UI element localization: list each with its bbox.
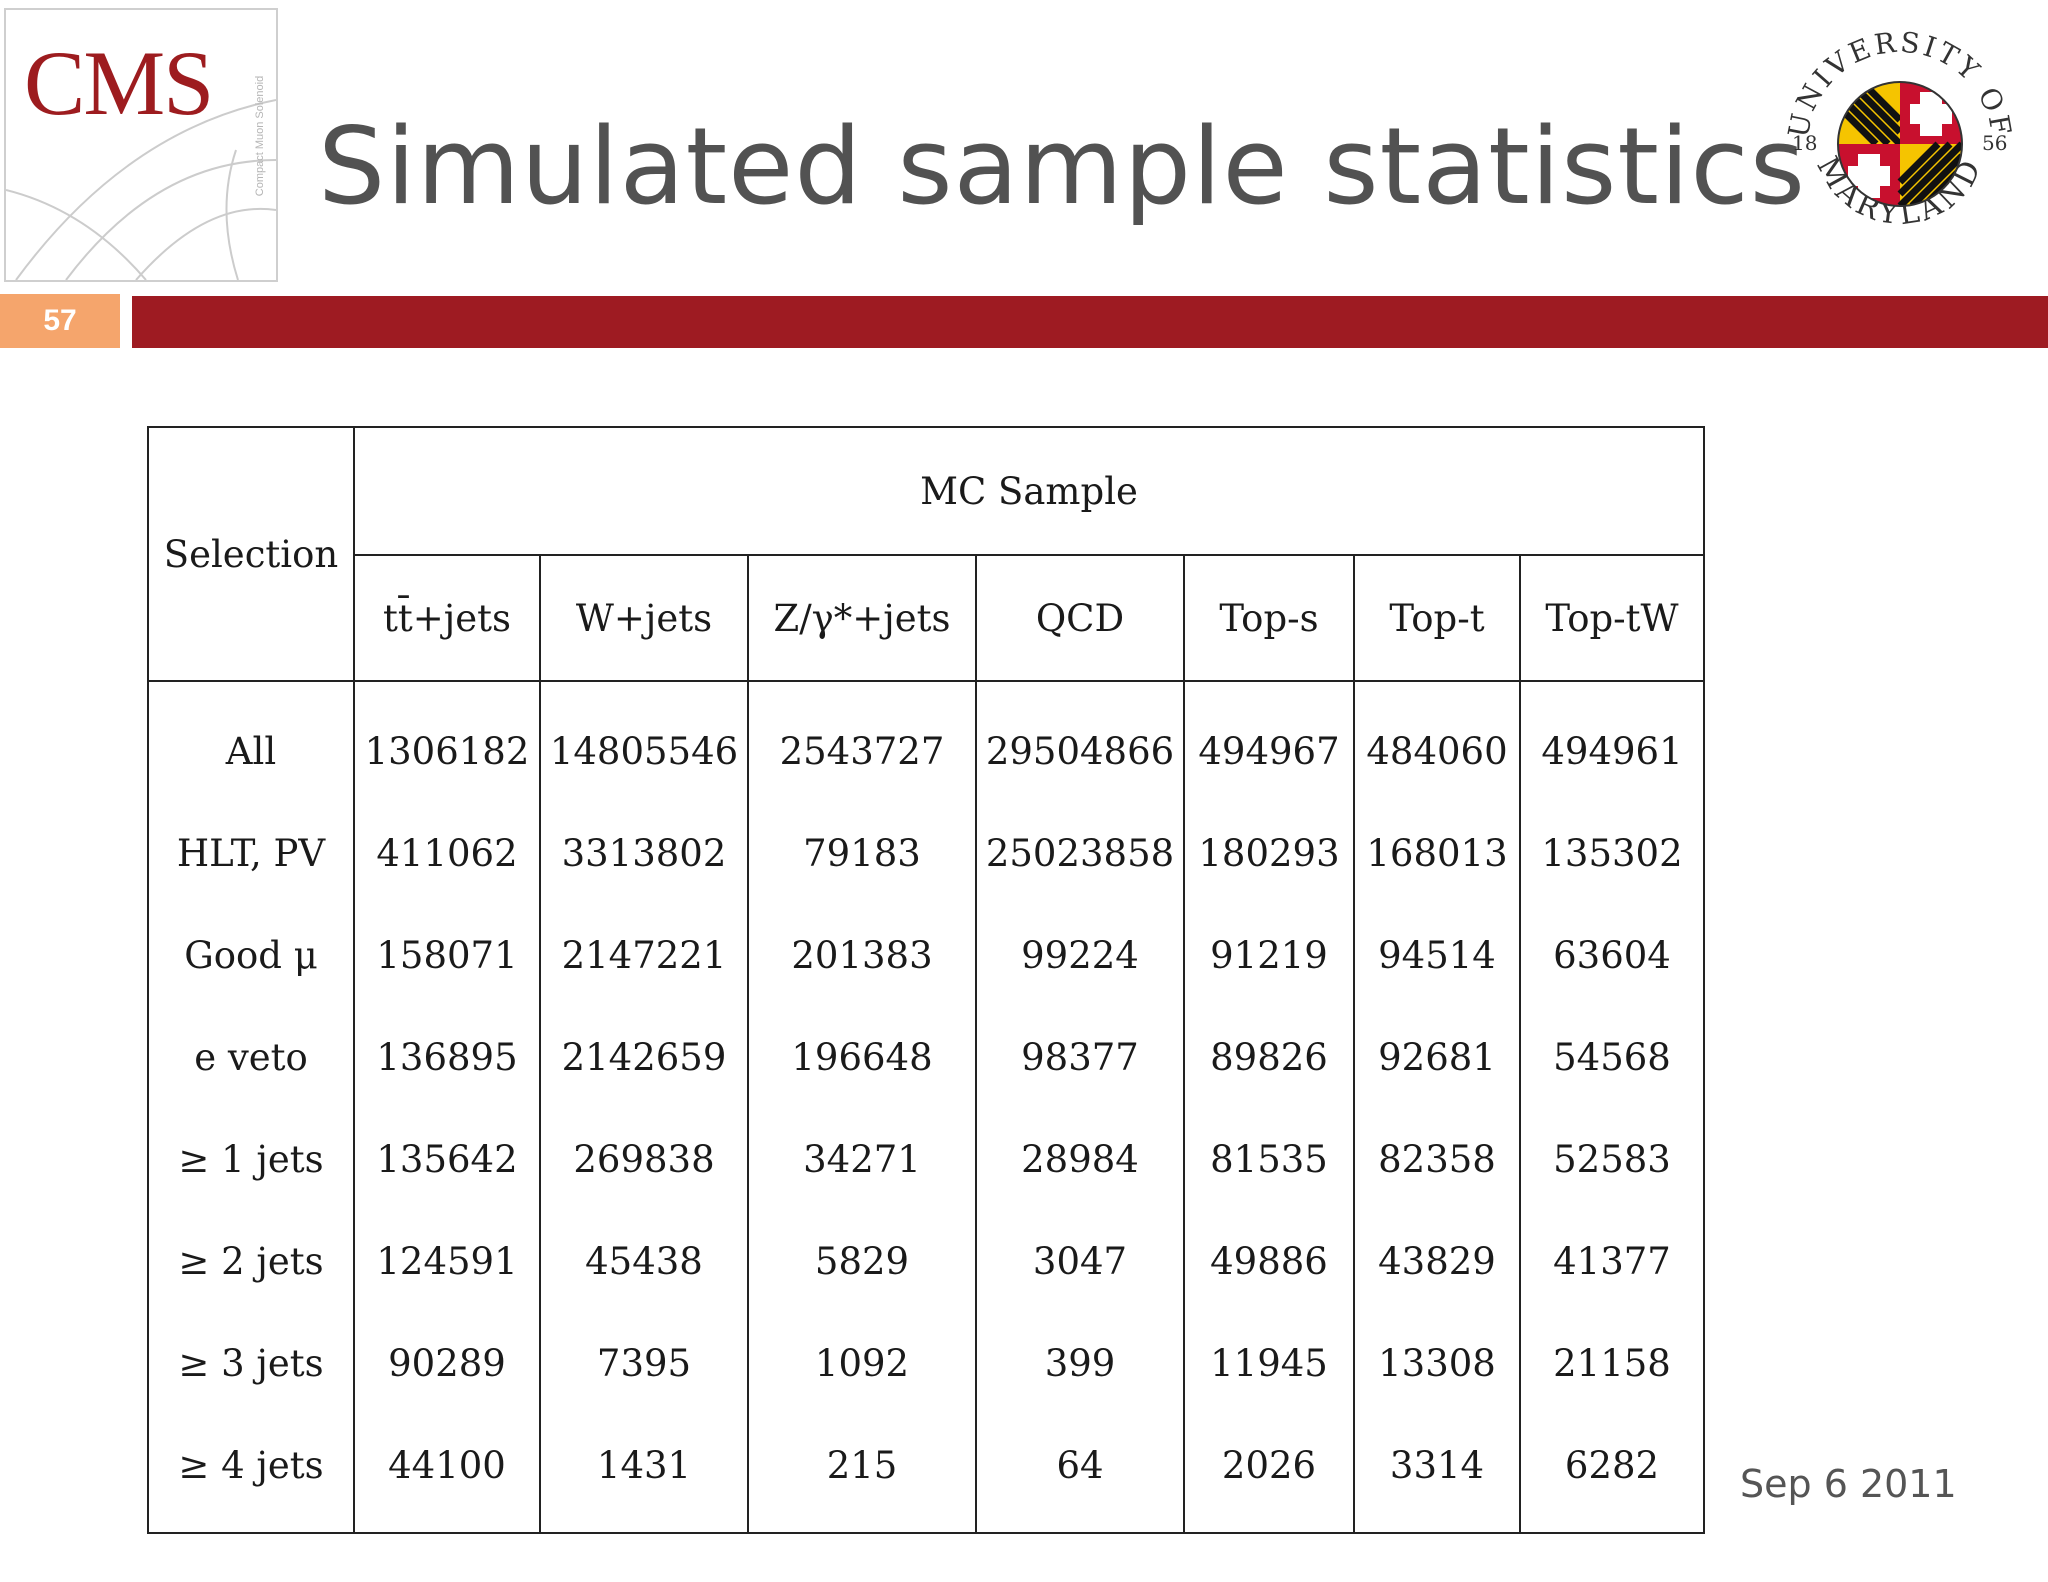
table-cell: 411062	[353, 802, 541, 904]
table-row: Good μ 158071 2147221 201383 99224 91219…	[147, 904, 1705, 1006]
table-cell: 94514	[1353, 904, 1521, 1006]
mc-sample-header: MC Sample	[353, 427, 1705, 556]
column-header: Z/γ*+jets	[747, 555, 977, 682]
table-cell: 6282	[1519, 1414, 1705, 1533]
table-cell: 92681	[1353, 1006, 1521, 1108]
table-cell: 14805546	[539, 681, 749, 802]
sample-statistics-table: Selection MC Sample tt̄+jets W+jets Z/γ*…	[147, 426, 1705, 1534]
table-cell: 269838	[539, 1108, 749, 1210]
table-cell: 25023858	[975, 802, 1185, 904]
table-cell: 2142659	[539, 1006, 749, 1108]
table-cell: 52583	[1519, 1108, 1705, 1210]
table-cell: 215	[747, 1414, 977, 1533]
row-label: Good μ	[147, 904, 355, 1006]
table-cell: 89826	[1183, 1006, 1355, 1108]
table-cell: 2543727	[747, 681, 977, 802]
table-cell: 494967	[1183, 681, 1355, 802]
row-label: ≥ 4 jets	[147, 1414, 355, 1533]
table-cell: 44100	[353, 1414, 541, 1533]
row-label: HLT, PV	[147, 802, 355, 904]
table-cell: 13308	[1353, 1312, 1521, 1414]
table-cell: 49886	[1183, 1210, 1355, 1312]
table-cell: 1306182	[353, 681, 541, 802]
column-header: QCD	[975, 555, 1185, 682]
table-cell: 135302	[1519, 802, 1705, 904]
table-cell: 82358	[1353, 1108, 1521, 1210]
table-cell: 399	[975, 1312, 1185, 1414]
table-row: HLT, PV 411062 3313802 79183 25023858 18…	[147, 802, 1705, 904]
cms-logo-text: CMS	[24, 32, 214, 134]
table-cell: 81535	[1183, 1108, 1355, 1210]
row-label: All	[147, 681, 355, 802]
table-cell: 5829	[747, 1210, 977, 1312]
table-cell: 29504866	[975, 681, 1185, 802]
table-cell: 168013	[1353, 802, 1521, 904]
row-label: ≥ 3 jets	[147, 1312, 355, 1414]
table-row: ≥ 3 jets 90289 7395 1092 399 11945 13308…	[147, 1312, 1705, 1414]
table-cell: 2147221	[539, 904, 749, 1006]
table-header-row-group: Selection MC Sample	[147, 427, 1705, 682]
table-row: ≥ 4 jets 44100 1431 215 64 2026 3314 628…	[147, 1414, 1705, 1533]
slide-date: Sep 6 2011	[1740, 1462, 1957, 1506]
table-cell: 135642	[353, 1108, 541, 1210]
table-cell: 41377	[1519, 1210, 1705, 1312]
table-cell: 3313802	[539, 802, 749, 904]
seal-year-left: 18	[1792, 131, 1817, 155]
column-header: Top-tW	[1519, 555, 1705, 682]
table-cell: 64	[975, 1414, 1185, 1533]
table-cell: 11945	[1183, 1312, 1355, 1414]
table-header-row: tt̄+jets W+jets Z/γ*+jets QCD Top-s Top-…	[148, 555, 1705, 682]
table-cell: 196648	[747, 1006, 977, 1108]
university-seal: UNIVERSITY OF MARYLAND 18 56	[1782, 25, 2015, 232]
table-cell: 79183	[747, 802, 977, 904]
selection-header: Selection	[147, 427, 355, 682]
table-cell: 28984	[975, 1108, 1185, 1210]
table-cell: 201383	[747, 904, 977, 1006]
header-bar	[132, 296, 2048, 348]
cms-logo-side-text: Compact Muon Solenoid	[253, 75, 266, 197]
table-cell: 494961	[1519, 681, 1705, 802]
table-cell: 98377	[975, 1006, 1185, 1108]
column-header: W+jets	[539, 555, 749, 682]
column-header: Top-s	[1183, 555, 1355, 682]
cms-logo-graphic	[6, 99, 276, 280]
table-cell: 3047	[975, 1210, 1185, 1312]
row-label: ≥ 1 jets	[147, 1108, 355, 1210]
table-cell: 7395	[539, 1312, 749, 1414]
table-cell: 484060	[1353, 681, 1521, 802]
table-cell: 124591	[353, 1210, 541, 1312]
table-cell: 180293	[1183, 802, 1355, 904]
table-row: All 1306182 14805546 2543727 29504866 49…	[147, 681, 1705, 802]
table-cell: 45438	[539, 1210, 749, 1312]
row-label: e veto	[147, 1006, 355, 1108]
table-row: e veto 136895 2142659 196648 98377 89826…	[147, 1006, 1705, 1108]
row-label: ≥ 2 jets	[147, 1210, 355, 1312]
table-cell: 90289	[353, 1312, 541, 1414]
table-cell: 91219	[1183, 904, 1355, 1006]
table-cell: 99224	[975, 904, 1185, 1006]
table-cell: 3314	[1353, 1414, 1521, 1533]
slide-title: Simulated sample statistics	[318, 105, 1806, 228]
cms-logo: CMS Compact Muon Solenoid	[4, 8, 278, 282]
page-number-badge: 57	[0, 294, 120, 348]
table-cell: 136895	[353, 1006, 541, 1108]
table-row: ≥ 1 jets 135642 269838 34271 28984 81535…	[147, 1108, 1705, 1210]
table-cell: 158071	[353, 904, 541, 1006]
table-cell: 43829	[1353, 1210, 1521, 1312]
column-header: tt̄+jets	[353, 555, 541, 682]
seal-year-right: 56	[1982, 131, 2007, 155]
table-cell: 21158	[1519, 1312, 1705, 1414]
table-cell: 34271	[747, 1108, 977, 1210]
table-row: ≥ 2 jets 124591 45438 5829 3047 49886 43…	[147, 1210, 1705, 1312]
column-header: Top-t	[1353, 555, 1521, 682]
table-cell: 63604	[1519, 904, 1705, 1006]
table-cell: 1431	[539, 1414, 749, 1533]
table-cell: 54568	[1519, 1006, 1705, 1108]
table-cell: 1092	[747, 1312, 977, 1414]
table-cell: 2026	[1183, 1414, 1355, 1533]
